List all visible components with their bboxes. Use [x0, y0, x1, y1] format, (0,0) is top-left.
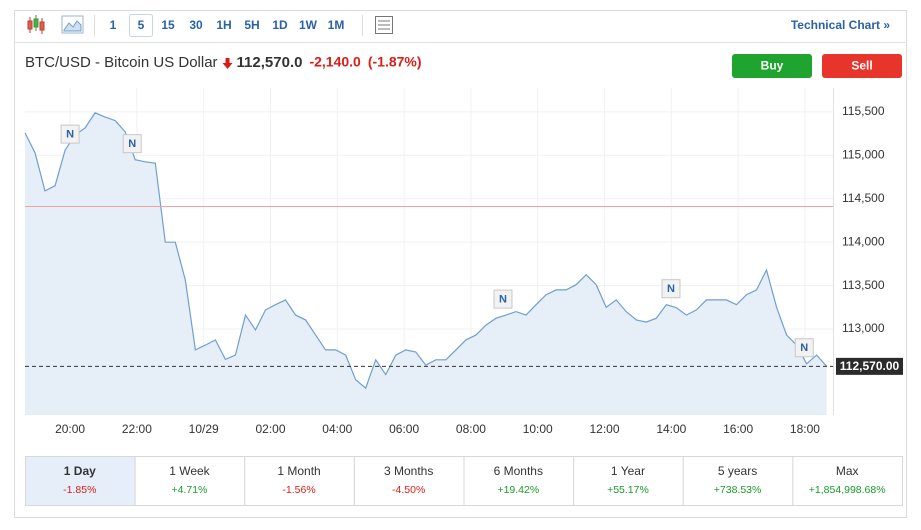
x-tick-label: 04:00 — [322, 422, 352, 436]
news-marker-label[interactable]: N — [667, 283, 675, 295]
period-cell[interactable] — [792, 456, 903, 506]
last-price-label: 112,570.00 — [840, 359, 900, 373]
period-change[interactable]: +19.42% — [497, 484, 539, 496]
x-tick-label: 14:00 — [656, 422, 686, 436]
y-tick-label: 113,000 — [842, 321, 885, 335]
x-tick-label: 08:00 — [456, 422, 486, 436]
x-tick-label: 12:00 — [590, 422, 620, 436]
trade-button-label[interactable]: Buy — [761, 59, 784, 73]
table-icon[interactable] — [375, 16, 393, 34]
x-tick-label: 16:00 — [723, 422, 753, 436]
interval-button[interactable]: 1H — [216, 18, 231, 32]
period-cell[interactable] — [244, 456, 355, 506]
y-tick-label: 115,500 — [842, 104, 885, 118]
period-label[interactable]: 3 Months — [384, 464, 433, 478]
period-cell[interactable] — [353, 456, 465, 506]
period-label[interactable]: 1 Day — [64, 464, 96, 478]
y-tick-label: 113,500 — [842, 278, 885, 292]
period-cell[interactable] — [134, 456, 246, 506]
x-tick-label: 10/29 — [189, 422, 219, 436]
period-label[interactable]: 1 Week — [169, 464, 210, 478]
news-marker-label[interactable]: N — [499, 294, 507, 306]
x-tick-label: 02:00 — [255, 422, 285, 436]
area-icon[interactable] — [61, 15, 84, 34]
price-line — [24, 112, 828, 390]
plot: Investing.com113,000113,500114,000114,50… — [24, 88, 903, 436]
news-marker[interactable] — [122, 134, 142, 154]
change: -2,140.0 — [309, 54, 361, 70]
instrument-title: BTC/USD - Bitcoin US Dollar — [25, 54, 218, 71]
period-change[interactable]: -4.50% — [392, 484, 425, 496]
interval-selected — [129, 14, 153, 37]
trade-button[interactable] — [732, 54, 812, 78]
period-label[interactable]: Max — [836, 464, 859, 478]
period-change[interactable]: +1,854,998.68% — [809, 484, 886, 496]
news-marker[interactable] — [60, 124, 80, 144]
period-label[interactable]: 5 years — [718, 464, 757, 478]
news-marker-label[interactable]: N — [800, 342, 808, 354]
period-cell[interactable] — [682, 456, 794, 506]
period-change[interactable]: -1.56% — [282, 484, 315, 496]
news-marker-label[interactable]: N — [128, 138, 136, 150]
interval-button[interactable]: 30 — [189, 18, 203, 32]
period-cell[interactable] — [573, 456, 684, 506]
trade-button[interactable] — [822, 54, 902, 78]
area-fill — [25, 112, 827, 416]
technical-chart-link[interactable]: Technical Chart » — [791, 18, 890, 32]
price: 112,570.0 — [237, 54, 303, 71]
y-tick-label: 115,000 — [842, 147, 885, 161]
interval-button[interactable]: 1 — [110, 18, 117, 32]
period-change[interactable]: -1.85% — [63, 484, 96, 496]
interval-button[interactable]: 5 — [138, 18, 145, 32]
news-marker[interactable] — [794, 338, 814, 358]
news-marker[interactable] — [493, 289, 513, 309]
interval-button[interactable]: 5H — [244, 18, 259, 32]
candle-icon[interactable] — [27, 15, 45, 34]
interval-button[interactable]: 1D — [272, 18, 288, 32]
x-tick-label: 06:00 — [389, 422, 419, 436]
x-tick-label: 20:00 — [55, 422, 85, 436]
x-tick-label: 22:00 — [122, 422, 152, 436]
interval-toolbar: 1 5 15 30 1H 5H 1D 1W 1M — [110, 14, 345, 37]
y-tick-label: 114,000 — [842, 234, 885, 248]
period-cell[interactable] — [463, 456, 575, 506]
down-arrow — [222, 58, 233, 69]
period-change[interactable]: +4.71% — [171, 484, 207, 496]
last-price-box — [836, 357, 903, 375]
x-tick-label: 18:00 — [790, 422, 820, 436]
y-tick-label: 114,500 — [842, 191, 885, 205]
news-marker[interactable] — [661, 279, 681, 299]
period-cell[interactable] — [25, 456, 136, 506]
period-label[interactable]: 1 Year — [611, 464, 645, 478]
trade-button-label[interactable]: Sell — [851, 59, 872, 73]
period-label[interactable]: 6 Months — [494, 464, 543, 478]
period-change[interactable]: +738.53% — [714, 484, 762, 496]
period-change[interactable]: +55.17% — [607, 484, 649, 496]
period-label[interactable]: 1 Month — [277, 464, 320, 478]
quote-header: BTC/USD - Bitcoin US Dollar 112,570.0 -2,1… — [25, 54, 902, 78]
interval-button[interactable]: 1M — [328, 18, 345, 32]
x-tick-label: 10:00 — [523, 422, 553, 436]
interval-button[interactable]: 15 — [161, 18, 175, 32]
interval-button[interactable]: 1W — [299, 18, 318, 32]
change-percent: (-1.87%) — [368, 54, 422, 70]
period-table: 1 Day -1.85% 1 Week +4.71% 1 Month -1.56% 3 Mo… — [25, 456, 903, 506]
news-marker-label[interactable]: N — [66, 129, 74, 141]
